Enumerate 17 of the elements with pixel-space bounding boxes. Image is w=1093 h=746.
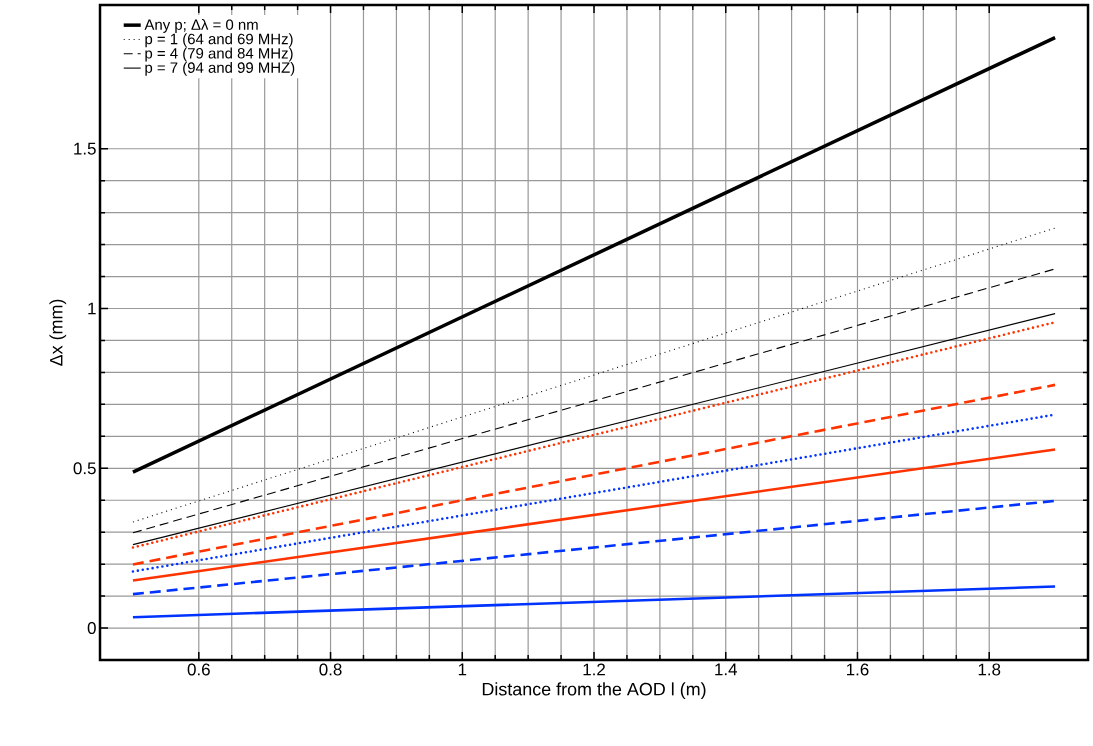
legend-label: p = 7 (94 and 99 MHZ) <box>145 61 295 76</box>
x-tick-label: 1 <box>458 663 467 676</box>
y-tick-label: 1.5 <box>74 142 96 155</box>
y-tick-label: 0.5 <box>73 462 96 475</box>
x-axis-title: Distance from the AOD l (m) <box>482 682 706 700</box>
y-tick-label: 0 <box>87 622 96 635</box>
legend-label: p = 1 (64 and 69 MHz) <box>145 33 293 48</box>
legend-label: p = 4 (79 and 84 MHz) <box>145 47 293 62</box>
x-tick-label: 1.6 <box>847 663 869 676</box>
legend-label: Any p; Δλ = 0 nm <box>144 18 258 33</box>
x-tick-label: 1.4 <box>715 663 738 676</box>
x-tick-label: 0.6 <box>187 663 210 676</box>
y-axis-title: Δx (mm) <box>49 299 67 366</box>
x-tick-label: 1.8 <box>978 663 1001 676</box>
x-tick-label: 0.8 <box>319 663 342 676</box>
y-tick-label: 1 <box>88 302 96 315</box>
x-tick-label: 1.2 <box>583 663 605 676</box>
